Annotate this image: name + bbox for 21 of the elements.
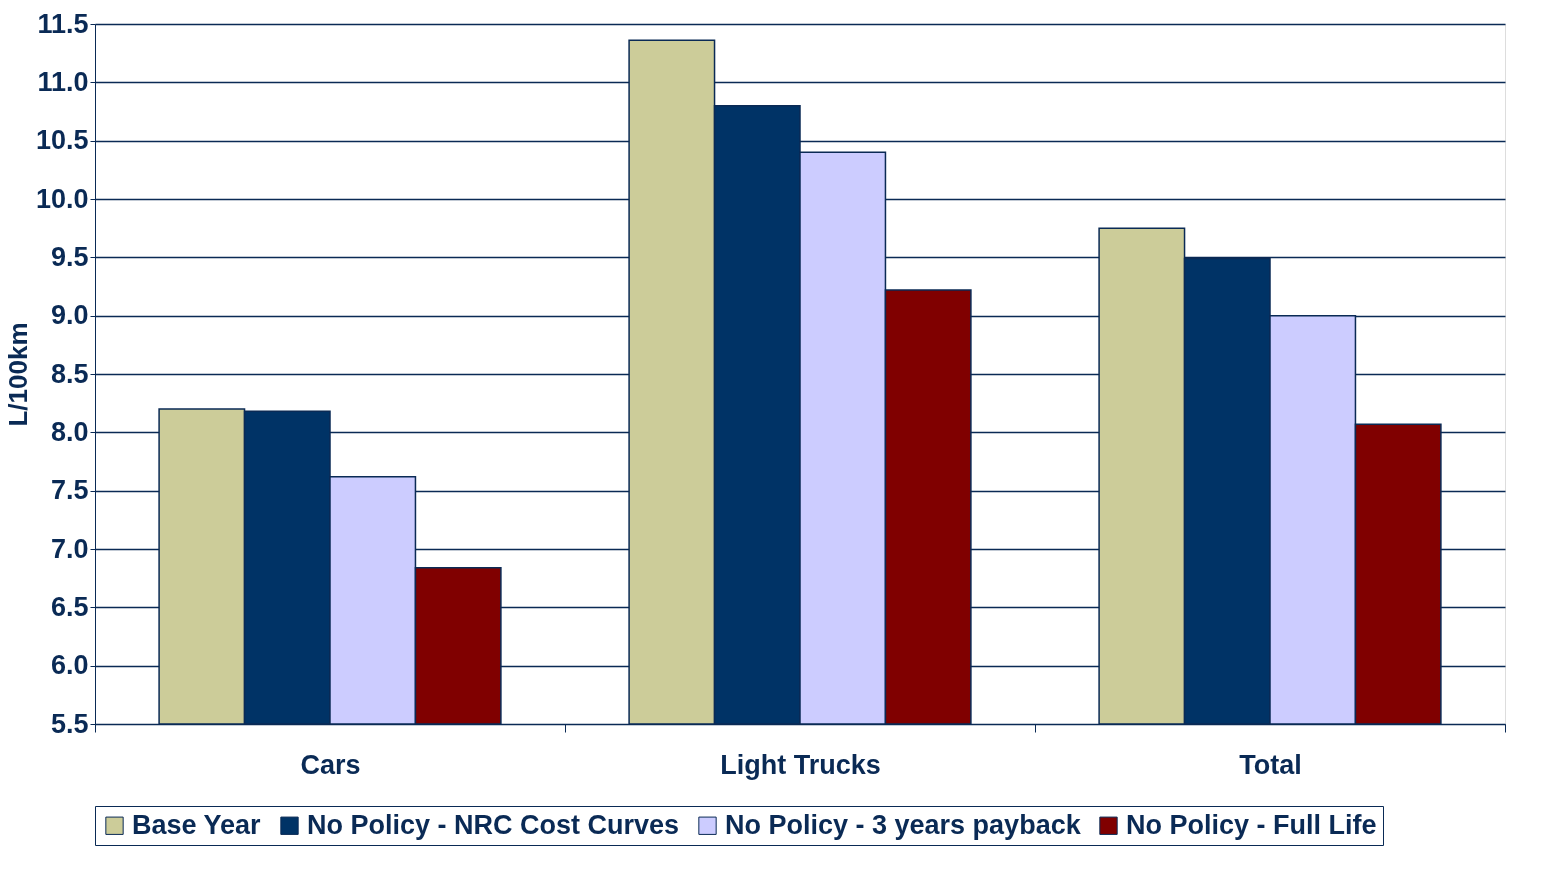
y-tick-label: 7.0	[50, 533, 89, 564]
y-tick-label: 7.5	[50, 475, 89, 506]
legend-label: No Policy - NRC Cost Curves	[307, 809, 680, 840]
y-tick-label: 9.0	[50, 300, 89, 331]
legend-label: No Policy - Full Life	[1126, 809, 1377, 840]
y-tick-label: 11.0	[37, 66, 89, 97]
y-tick-label: 10.5	[35, 125, 89, 156]
y-tick-label: 8.5	[50, 358, 89, 389]
legend-label: Base Year	[132, 809, 262, 840]
y-tick-label: 9.5	[50, 241, 89, 272]
y-tick-label: 6.5	[50, 591, 89, 622]
y-tick-label: 11.5	[37, 8, 89, 39]
y-tick-label: 5.5	[50, 708, 89, 739]
y-tick-label: 8.0	[50, 416, 89, 447]
x-tick-label: Light Trucks	[720, 749, 881, 780]
y-axis-title: L/100km	[2, 322, 33, 427]
x-tick-label: Total	[1239, 749, 1302, 780]
y-tick-label: 6.0	[50, 650, 89, 681]
x-tick-label: Cars	[300, 749, 361, 780]
y-tick-label: 10.0	[35, 183, 89, 214]
legend-label: No Policy - 3 years payback	[725, 809, 1082, 840]
